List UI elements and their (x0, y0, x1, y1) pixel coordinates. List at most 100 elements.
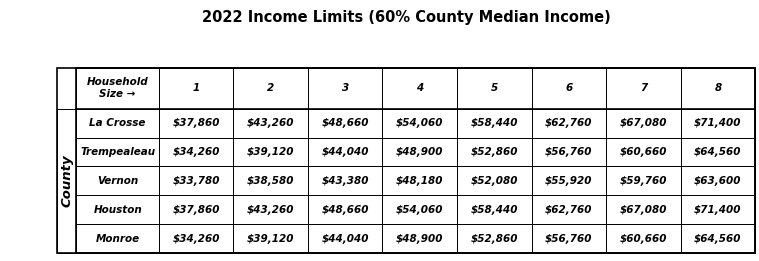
Text: $58,440: $58,440 (471, 205, 518, 215)
Text: $63,600: $63,600 (694, 176, 742, 186)
Bar (457, 138, 531, 167)
Text: 4: 4 (416, 83, 424, 93)
Bar (531, 68, 606, 109)
Text: $62,760: $62,760 (545, 205, 593, 215)
Bar (308, 167, 383, 195)
Text: $44,040: $44,040 (322, 147, 369, 157)
Bar (77, 195, 159, 224)
Bar (457, 224, 531, 253)
Bar (308, 138, 383, 167)
Text: $34,260: $34,260 (172, 147, 220, 157)
Bar (383, 109, 457, 138)
Bar (308, 195, 383, 224)
Bar (606, 167, 681, 195)
Bar (531, 138, 606, 167)
Bar (308, 109, 383, 138)
Text: $37,860: $37,860 (172, 118, 220, 128)
Text: County: County (60, 155, 73, 207)
Bar (457, 68, 531, 109)
Bar (57, 68, 77, 109)
Bar (77, 167, 159, 195)
Text: $39,120: $39,120 (247, 147, 294, 157)
Bar (159, 195, 234, 224)
Text: $62,760: $62,760 (545, 118, 593, 128)
Text: $71,400: $71,400 (694, 118, 742, 128)
Text: $52,860: $52,860 (471, 234, 518, 244)
Text: $48,900: $48,900 (396, 147, 443, 157)
Text: $43,260: $43,260 (247, 118, 294, 128)
Text: Household
Size →: Household Size → (87, 78, 149, 99)
Bar (77, 138, 159, 167)
Bar (308, 224, 383, 253)
Text: Vernon: Vernon (97, 176, 138, 186)
Bar (383, 195, 457, 224)
Text: $54,060: $54,060 (396, 118, 443, 128)
Text: $56,760: $56,760 (545, 234, 593, 244)
Text: $43,380: $43,380 (322, 176, 369, 186)
Text: $48,660: $48,660 (322, 205, 369, 215)
Bar (57, 68, 755, 253)
Text: $55,920: $55,920 (545, 176, 593, 186)
Bar (383, 167, 457, 195)
Bar (606, 68, 681, 109)
Text: $52,860: $52,860 (471, 147, 518, 157)
Bar (681, 195, 755, 224)
Bar (159, 167, 234, 195)
Text: Monroe: Monroe (96, 234, 140, 244)
Bar (77, 68, 755, 253)
Bar (159, 68, 234, 109)
Text: $34,260: $34,260 (172, 234, 220, 244)
Bar (159, 138, 234, 167)
Text: $58,440: $58,440 (471, 118, 518, 128)
Bar (234, 195, 308, 224)
Text: $43,260: $43,260 (247, 205, 294, 215)
Text: 2: 2 (267, 83, 274, 93)
Bar (234, 68, 308, 109)
Bar (531, 195, 606, 224)
Text: Houston: Houston (93, 205, 142, 215)
Text: $54,060: $54,060 (396, 205, 443, 215)
Text: $60,660: $60,660 (619, 234, 667, 244)
Text: $33,780: $33,780 (172, 176, 220, 186)
Text: $37,860: $37,860 (172, 205, 220, 215)
Bar (531, 224, 606, 253)
Bar (77, 68, 159, 109)
Bar (159, 224, 234, 253)
Text: 7: 7 (640, 83, 647, 93)
Text: 8: 8 (714, 83, 722, 93)
Text: $48,660: $48,660 (322, 118, 369, 128)
Text: $38,580: $38,580 (247, 176, 294, 186)
Bar (77, 109, 159, 138)
Text: $39,120: $39,120 (247, 234, 294, 244)
Bar (681, 109, 755, 138)
Bar (57, 109, 77, 253)
Text: 2022 Income Limits (60% County Median Income): 2022 Income Limits (60% County Median In… (202, 10, 610, 25)
Bar (606, 109, 681, 138)
Text: 3: 3 (342, 83, 349, 93)
Text: $56,760: $56,760 (545, 147, 593, 157)
Text: $48,180: $48,180 (396, 176, 443, 186)
Text: Trempealeau: Trempealeau (80, 147, 156, 157)
Bar (234, 109, 308, 138)
Bar (159, 109, 234, 138)
Text: $48,900: $48,900 (396, 234, 443, 244)
Bar (457, 109, 531, 138)
Bar (681, 224, 755, 253)
Bar (457, 195, 531, 224)
Text: $67,080: $67,080 (619, 118, 667, 128)
Bar (606, 195, 681, 224)
Bar (606, 138, 681, 167)
Bar (606, 224, 681, 253)
Bar (383, 138, 457, 167)
Text: 5: 5 (490, 83, 498, 93)
Text: 6: 6 (565, 83, 572, 93)
Text: $52,080: $52,080 (471, 176, 518, 186)
Bar (234, 138, 308, 167)
Bar (457, 167, 531, 195)
Text: $64,560: $64,560 (694, 234, 742, 244)
Text: $71,400: $71,400 (694, 205, 742, 215)
Bar (531, 167, 606, 195)
Bar (681, 138, 755, 167)
Bar (383, 68, 457, 109)
Bar (234, 167, 308, 195)
